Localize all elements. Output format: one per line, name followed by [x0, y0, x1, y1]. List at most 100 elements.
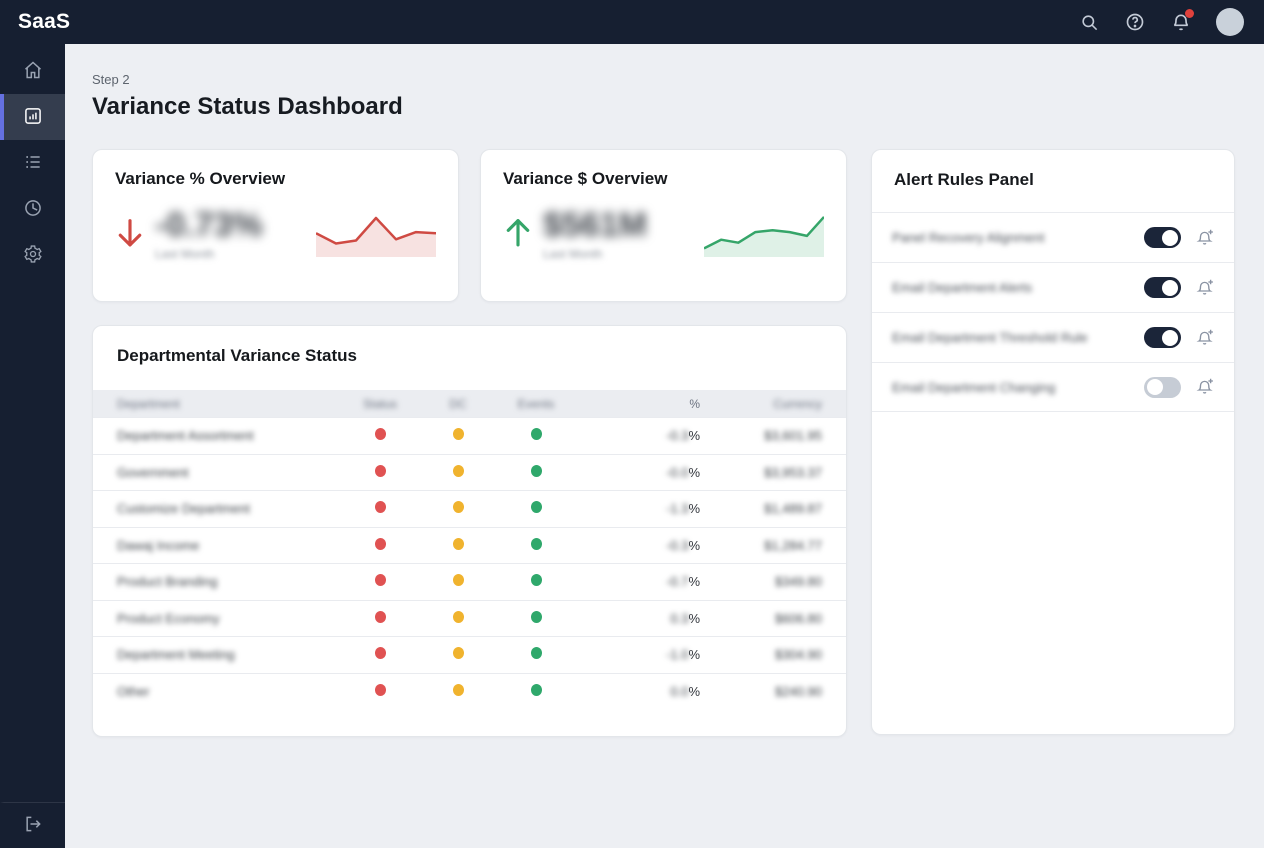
variance-pct-subtitle: Last Month: [155, 247, 215, 262]
bell-plus-icon[interactable]: [1196, 328, 1214, 348]
home-icon: [23, 60, 43, 83]
clock-icon: [23, 198, 43, 221]
col-status: Status: [362, 396, 398, 411]
avatar[interactable]: [1216, 8, 1244, 36]
status-dot-green: [497, 574, 575, 589]
status-dot-green: [497, 610, 575, 626]
col-percent: %: [689, 396, 700, 411]
status-dot-yellow: [419, 683, 497, 699]
sidebar-item-logout[interactable]: [0, 802, 65, 848]
bell-plus-icon[interactable]: [1196, 278, 1214, 298]
arrow-up-icon: [503, 217, 533, 251]
status-dot-green: [497, 464, 575, 480]
cell-percent: -0.7%: [666, 574, 700, 590]
col-events: Events: [517, 396, 555, 411]
alert-rule-row: Email Department Alerts: [872, 262, 1234, 312]
sidebar-item-home[interactable]: [0, 48, 65, 94]
status-dot-yellow: [419, 574, 497, 589]
cell-currency: $606.80: [775, 610, 822, 626]
step-label: Step 2: [92, 72, 130, 87]
alert-panel-title: Alert Rules Panel: [894, 170, 1034, 189]
variance-usd-card-title: Variance $ Overview: [503, 169, 668, 188]
col-currency: Currency: [773, 396, 822, 411]
status-dot-red: [341, 464, 419, 480]
sidebar-item-dashboard[interactable]: [0, 94, 65, 140]
alert-toggle[interactable]: [1144, 227, 1181, 248]
variance-pct-card-title: Variance % Overview: [115, 169, 286, 188]
cell-percent: 0.3%: [670, 610, 700, 626]
list-icon: [23, 152, 43, 175]
alert-toggle[interactable]: [1144, 277, 1181, 298]
alert-rule-row: Panel Recovery Alignment: [872, 212, 1234, 262]
cell-currency: $1,284.77: [764, 537, 822, 553]
sidebar-item-list[interactable]: [0, 140, 65, 186]
cell-currency: $349.80: [775, 574, 822, 590]
status-dot-red: [341, 501, 419, 516]
cell-department: Product Economy: [117, 610, 220, 626]
cell-department: Department Meeting: [117, 647, 235, 663]
help-icon[interactable]: [1124, 11, 1146, 33]
status-dot-yellow: [419, 610, 497, 626]
cell-percent: -0.0%: [666, 464, 700, 480]
status-dot-red: [341, 647, 419, 662]
status-dot-green: [497, 428, 575, 443]
alert-toggle[interactable]: [1144, 327, 1181, 348]
brand-logo[interactable]: SaaS: [18, 10, 71, 33]
cell-department: Department Assortment: [117, 428, 254, 444]
sidebar-item-history[interactable]: [0, 186, 65, 232]
cell-currency: $3,953.37: [764, 464, 822, 480]
cell-percent: -0.3%: [666, 428, 700, 444]
cell-department: Other: [117, 683, 150, 699]
variance-usd-subtitle: Last Month: [543, 247, 603, 262]
alert-rule-row: Email Department Threshold Rule: [872, 312, 1234, 362]
search-icon[interactable]: [1078, 11, 1100, 33]
alert-toggle[interactable]: [1144, 376, 1181, 398]
table-row[interactable]: Department Meeting -1.0% $304.90: [93, 636, 846, 673]
cell-currency: $1,489.87: [764, 501, 822, 517]
sidebar-item-settings[interactable]: [0, 232, 65, 278]
departmental-variance-table-card: Departmental Variance Status Department …: [92, 325, 847, 737]
logout-icon: [23, 814, 43, 837]
alert-rule-label: Email Department Threshold Rule: [892, 330, 1088, 345]
notification-badge: [1185, 9, 1194, 18]
variance-usd-sparkline: [704, 216, 824, 258]
cell-department: Government: [117, 464, 189, 480]
status-dot-green: [497, 537, 575, 553]
status-dot-yellow: [419, 428, 497, 443]
status-dot-red: [341, 428, 419, 443]
variance-usd-value: $561M: [543, 206, 647, 244]
status-dot-green: [497, 501, 575, 516]
table-row[interactable]: Other 0.0% $240.90: [93, 672, 846, 710]
table-row[interactable]: Product Branding -0.7% $349.80: [93, 563, 846, 600]
top-navbar: SaaS: [0, 0, 1264, 44]
cell-department: Dawaj Income: [117, 537, 200, 553]
table-row[interactable]: Government -0.0% $3,953.37: [93, 453, 846, 491]
table-row[interactable]: Dawaj Income -0.3% $1,284.77: [93, 526, 846, 564]
alert-rule-label: Email Department Alerts: [892, 280, 1033, 295]
variance-pct-card: Variance % Overview -0.73% Last Month: [92, 149, 459, 302]
status-dot-yellow: [419, 464, 497, 480]
status-dot-yellow: [419, 537, 497, 553]
gear-icon: [23, 244, 43, 267]
variance-usd-card: Variance $ Overview $561M Last Month: [480, 149, 847, 302]
sidebar: [0, 44, 65, 848]
col-dc: DC: [449, 396, 467, 411]
table-row[interactable]: Department Assortment -0.3% $3,601.95: [93, 417, 846, 454]
cell-department: Customize Department: [117, 501, 250, 517]
cell-percent: -0.3%: [666, 537, 700, 553]
status-dot-red: [341, 537, 419, 553]
bell-plus-icon[interactable]: [1196, 377, 1214, 397]
cell-currency: $240.90: [775, 683, 822, 699]
table-row[interactable]: Customize Department -1.3% $1,489.87: [93, 490, 846, 527]
cell-percent: -1.0%: [666, 647, 700, 663]
status-dot-red: [341, 574, 419, 589]
bell-plus-icon[interactable]: [1196, 228, 1214, 248]
table-row[interactable]: Product Economy 0.3% $606.80: [93, 599, 846, 637]
bar-chart-icon: [23, 106, 43, 129]
bell-icon[interactable]: [1170, 9, 1194, 33]
variance-pct-sparkline: [316, 216, 436, 258]
table-title: Departmental Variance Status: [117, 346, 357, 365]
col-department: Department: [117, 396, 180, 411]
status-dot-red: [341, 610, 419, 626]
main-content: Step 2 Variance Status Dashboard Varianc…: [65, 44, 1264, 848]
